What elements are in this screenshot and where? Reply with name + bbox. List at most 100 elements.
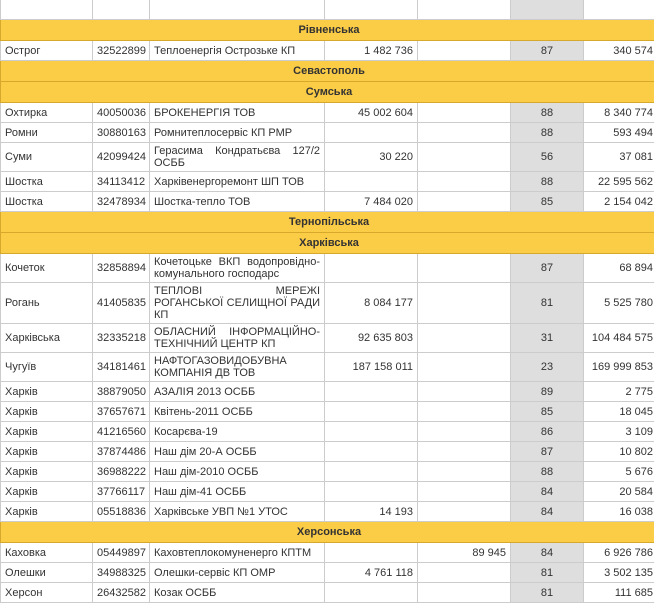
- code-cell: 32335218: [93, 324, 150, 353]
- score-cell: 87: [511, 442, 584, 462]
- total-cell: 22 595 562: [584, 172, 654, 192]
- code-cell: 34181461: [93, 353, 150, 382]
- total-cell: 8 340 774: [584, 103, 654, 123]
- total-cell: 3 109: [584, 422, 654, 442]
- total-cell: 2 154 042: [584, 192, 654, 212]
- value1-cell: 92 635 803: [325, 324, 418, 353]
- city-cell: Харків: [1, 482, 93, 502]
- region-name: Харківська: [1, 233, 654, 254]
- name-cell: Наш дім-41 ОСББ: [150, 482, 325, 502]
- score-cell: 88: [511, 172, 584, 192]
- code-cell: [93, 0, 150, 20]
- value1-cell: 8 084 177: [325, 283, 418, 324]
- total-cell: 16 038: [584, 502, 654, 522]
- total-cell: 340 574: [584, 41, 654, 61]
- code-cell: 32858894: [93, 254, 150, 283]
- value2-cell: [418, 324, 511, 353]
- value1-cell: [325, 123, 418, 143]
- score-cell: 86: [511, 422, 584, 442]
- value1-cell: 7 484 020: [325, 192, 418, 212]
- total-cell: 6 926 786: [584, 543, 654, 563]
- code-cell: 34113412: [93, 172, 150, 192]
- value2-cell: [418, 283, 511, 324]
- score-cell: [511, 0, 584, 20]
- score-cell: 88: [511, 123, 584, 143]
- score-cell: 31: [511, 324, 584, 353]
- total-cell: 5 676: [584, 462, 654, 482]
- value1-cell: [325, 254, 418, 283]
- city-cell: [1, 0, 93, 20]
- name-cell: Харківенергоремонт ШП ТОВ: [150, 172, 325, 192]
- value2-cell: [418, 172, 511, 192]
- name-cell: Кочетоцьке ВКП водопровідно-комунального…: [150, 254, 325, 283]
- value1-cell: [325, 462, 418, 482]
- city-cell: Кочеток: [1, 254, 93, 283]
- value1-cell: [325, 382, 418, 402]
- city-cell: Ромни: [1, 123, 93, 143]
- value2-cell: 89 945: [418, 543, 511, 563]
- value1-cell: [325, 0, 418, 20]
- value1-cell: 14 193: [325, 502, 418, 522]
- code-cell: 05449897: [93, 543, 150, 563]
- value2-cell: [418, 41, 511, 61]
- total-cell: 20 584: [584, 482, 654, 502]
- region-name: Рівненська: [1, 20, 654, 41]
- value2-cell: [418, 254, 511, 283]
- value2-cell: [418, 402, 511, 422]
- value1-cell: [325, 442, 418, 462]
- name-cell: НАФТОГАЗОВИДОБУВНА КОМПАНІЯ ДВ ТОВ: [150, 353, 325, 382]
- value2-cell: [418, 382, 511, 402]
- value2-cell: [418, 353, 511, 382]
- total-cell: 104 484 575: [584, 324, 654, 353]
- value2-cell: [418, 462, 511, 482]
- name-cell: Ромнитеплосервіс КП РМР: [150, 123, 325, 143]
- value2-cell: [418, 482, 511, 502]
- code-cell: 36988222: [93, 462, 150, 482]
- region-header-row: Тернопільська: [1, 212, 654, 233]
- name-cell: Харківське УВП №1 УТОС: [150, 502, 325, 522]
- value1-cell: 4 761 118: [325, 563, 418, 583]
- table-row: [1, 0, 654, 20]
- name-cell: Квітень-2011 ОСББ: [150, 402, 325, 422]
- score-cell: 81: [511, 563, 584, 583]
- value2-cell: [418, 123, 511, 143]
- name-cell: Теплоенергія Острозьке КП: [150, 41, 325, 61]
- code-cell: 30880163: [93, 123, 150, 143]
- region-header-row: Херсонська: [1, 522, 654, 543]
- name-cell: БРОКЕНЕРГІЯ ТОВ: [150, 103, 325, 123]
- city-cell: Харків: [1, 422, 93, 442]
- score-cell: 85: [511, 192, 584, 212]
- code-cell: 41216560: [93, 422, 150, 442]
- code-cell: 37766117: [93, 482, 150, 502]
- name-cell: [150, 0, 325, 20]
- city-cell: Шостка: [1, 172, 93, 192]
- code-cell: 05518836: [93, 502, 150, 522]
- score-cell: 23: [511, 353, 584, 382]
- city-cell: Каховка: [1, 543, 93, 563]
- value1-cell: 30 220: [325, 143, 418, 172]
- value1-cell: 187 158 011: [325, 353, 418, 382]
- city-cell: Охтирка: [1, 103, 93, 123]
- total-cell: 593 494: [584, 123, 654, 143]
- city-cell: Олешки: [1, 563, 93, 583]
- value2-cell: [418, 103, 511, 123]
- total-cell: 68 894: [584, 254, 654, 283]
- city-cell: Харків: [1, 382, 93, 402]
- value2-cell: [418, 442, 511, 462]
- total-cell: 169 999 853: [584, 353, 654, 382]
- total-cell: 10 802: [584, 442, 654, 462]
- score-cell: 56: [511, 143, 584, 172]
- city-cell: Чугуїв: [1, 353, 93, 382]
- code-cell: 41405835: [93, 283, 150, 324]
- name-cell: Олешки-сервіс КП ОМР: [150, 563, 325, 583]
- city-cell: Шостка: [1, 192, 93, 212]
